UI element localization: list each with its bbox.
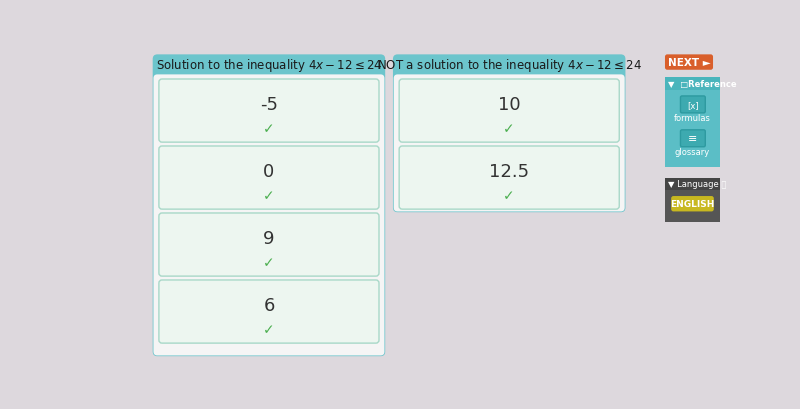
FancyBboxPatch shape	[159, 213, 379, 276]
FancyBboxPatch shape	[399, 147, 619, 210]
Text: 6: 6	[263, 297, 274, 315]
FancyBboxPatch shape	[671, 197, 714, 212]
FancyBboxPatch shape	[159, 280, 379, 343]
Text: NOT a solution to the inequality $4x - 12 \leq 24$: NOT a solution to the inequality $4x - 1…	[377, 57, 642, 74]
FancyBboxPatch shape	[393, 55, 626, 213]
Bar	[665, 90, 720, 167]
FancyBboxPatch shape	[394, 75, 625, 212]
Text: -5: -5	[260, 96, 278, 114]
Text: 10: 10	[498, 96, 521, 114]
Text: ✓: ✓	[263, 189, 274, 203]
FancyBboxPatch shape	[154, 75, 385, 355]
FancyBboxPatch shape	[153, 55, 386, 356]
Text: [x]: [x]	[687, 101, 698, 110]
Text: ✓: ✓	[263, 322, 274, 336]
Text: ▼ Language ⓘ: ▼ Language ⓘ	[668, 180, 726, 189]
Text: ✓: ✓	[263, 122, 274, 136]
FancyBboxPatch shape	[681, 130, 706, 147]
Text: ✓: ✓	[263, 256, 274, 270]
Text: Solution to the inequality $4x - 12 \leq 24$: Solution to the inequality $4x - 12 \leq…	[156, 57, 382, 74]
FancyBboxPatch shape	[399, 80, 619, 143]
Text: ✓: ✓	[503, 122, 515, 136]
FancyBboxPatch shape	[159, 147, 379, 210]
FancyBboxPatch shape	[159, 80, 379, 143]
Text: ▼  □Reference: ▼ □Reference	[668, 80, 737, 89]
Bar	[665, 78, 720, 90]
Text: 12.5: 12.5	[489, 163, 530, 181]
Bar	[665, 191, 720, 222]
Bar	[665, 178, 720, 191]
Text: ≡: ≡	[688, 134, 698, 144]
Text: formulas: formulas	[674, 114, 711, 123]
Text: NEXT ►: NEXT ►	[668, 58, 710, 68]
FancyBboxPatch shape	[665, 55, 713, 71]
Text: glossary: glossary	[675, 148, 710, 157]
FancyBboxPatch shape	[681, 97, 706, 114]
Text: 9: 9	[263, 230, 274, 247]
Text: 0: 0	[263, 163, 274, 181]
Text: ENGLISH: ENGLISH	[670, 200, 714, 209]
Text: ✓: ✓	[503, 189, 515, 203]
